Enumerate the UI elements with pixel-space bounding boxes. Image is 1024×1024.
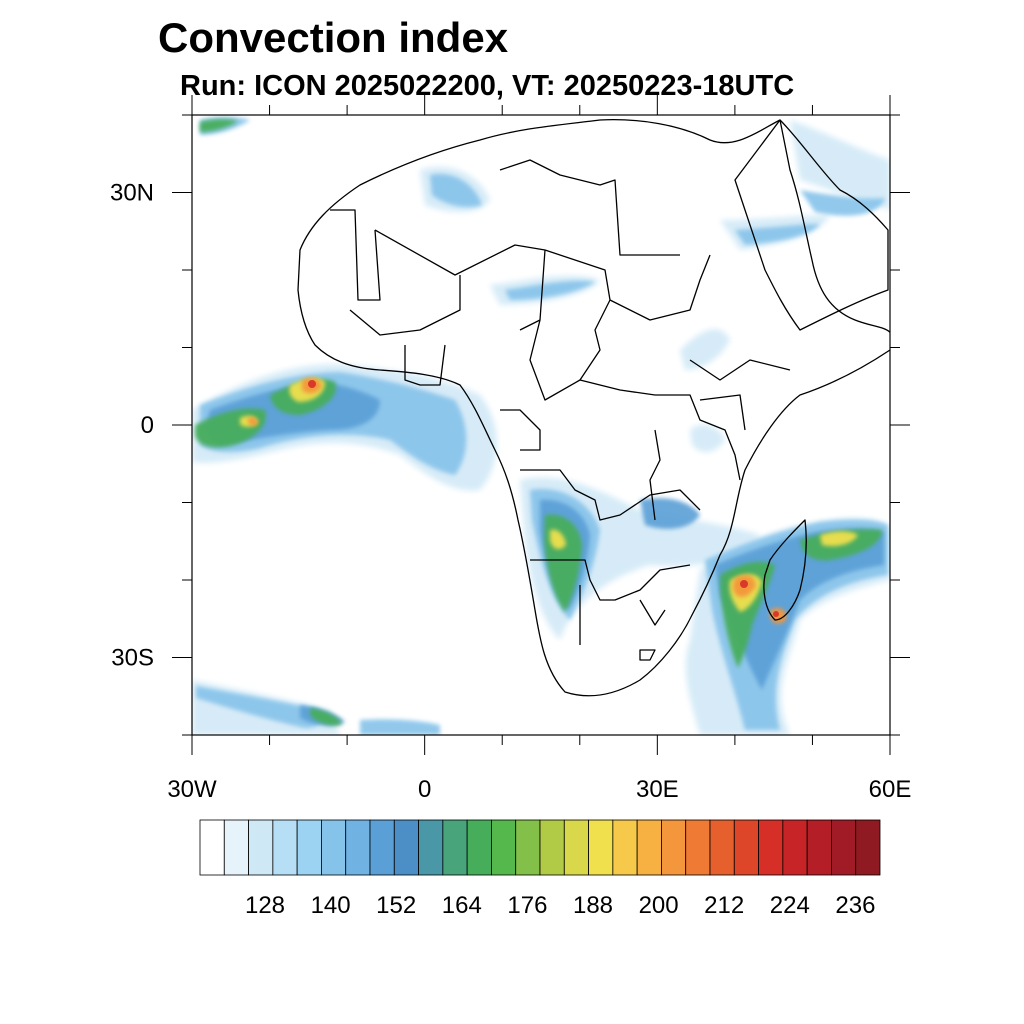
chart-subtitle: Run: ICON 2025022200, VT: 20250223-18UTC (180, 70, 795, 102)
y-tick-label: 30S (111, 645, 154, 672)
colorbar-swatch (466, 819, 492, 876)
colorbar-swatch (248, 819, 274, 876)
colorbar-swatch (539, 819, 565, 876)
x-tick-label: 30E (636, 776, 679, 803)
colorbar-swatch (442, 819, 468, 876)
colorbar-swatch (831, 819, 857, 876)
colorbar-swatch (782, 819, 808, 876)
colorbar-swatch (199, 819, 225, 876)
coastlines-borders (297, 119, 890, 697)
convection-field (192, 116, 890, 735)
colorbar-label: 152 (376, 892, 416, 919)
colorbar-label: 164 (442, 892, 482, 919)
x-tick-label: 30W (167, 776, 217, 803)
colorbar-label: 176 (507, 892, 547, 919)
chart-title: Convection index (158, 14, 509, 61)
colorbar-swatch (491, 819, 517, 876)
colorbar-swatch (321, 819, 347, 876)
colorbar-swatch (636, 819, 662, 876)
colorbar-swatch (272, 819, 298, 876)
colorbar-label: 212 (704, 892, 744, 919)
colorbar-swatch (296, 819, 322, 876)
colorbar-swatch (418, 819, 444, 876)
colorbar-swatch (369, 819, 395, 876)
y-tick-label: 30N (110, 180, 154, 207)
colorbar-label: 140 (311, 892, 351, 919)
colorbar-swatch (709, 819, 735, 876)
colorbar-swatch (758, 819, 784, 876)
colorbar-swatch (345, 819, 371, 876)
colorbar-label: 200 (639, 892, 679, 919)
colorbar-swatch (661, 819, 687, 876)
colorbar-swatch (733, 819, 759, 876)
colorbar-label: 128 (245, 892, 285, 919)
colorbar-swatch (806, 819, 832, 876)
colorbar-swatch (685, 819, 711, 876)
colorbar-label: 224 (770, 892, 810, 919)
colorbar-swatch (563, 819, 589, 876)
colorbar-swatch (223, 819, 249, 876)
colorbar-swatch (855, 819, 881, 876)
colorbar-swatch (612, 819, 638, 876)
x-tick-label: 0 (418, 776, 431, 803)
y-tick-label: 0 (141, 412, 154, 439)
colorbar-swatch (515, 819, 541, 876)
colorbar-label: 188 (573, 892, 613, 919)
colorbar-swatch (588, 819, 614, 876)
colorbar-swatch (393, 819, 419, 876)
colorbar (199, 819, 881, 876)
colorbar-label: 236 (835, 892, 875, 919)
x-tick-label: 60E (869, 776, 912, 803)
